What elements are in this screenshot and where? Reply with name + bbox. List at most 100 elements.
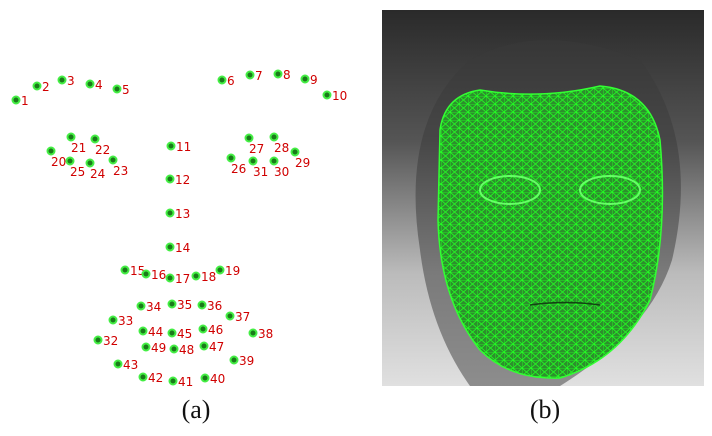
landmark-point — [168, 143, 175, 150]
landmark-point — [114, 86, 121, 93]
landmark-label: 49 — [151, 341, 166, 355]
landmark-point — [202, 375, 209, 382]
landmark-point — [167, 275, 174, 282]
landmark-label: 31 — [253, 165, 268, 179]
landmark-label: 43 — [123, 358, 138, 372]
landmark-point — [247, 72, 254, 79]
landmark-label: 13 — [175, 207, 190, 221]
landmark-point — [122, 267, 129, 274]
landmark-point — [140, 374, 147, 381]
landmark-label: 5 — [122, 83, 130, 97]
landmark-point — [87, 81, 94, 88]
landmark-point — [92, 136, 99, 143]
landmark-point — [246, 135, 253, 142]
landmark-point — [143, 344, 150, 351]
landmark-label: 33 — [118, 314, 133, 328]
landmark-label: 12 — [175, 173, 190, 187]
landmark-point — [219, 77, 226, 84]
landmark-label: 47 — [209, 340, 224, 354]
landmark-label: 44 — [148, 325, 163, 339]
landmark-label: 3 — [67, 74, 75, 88]
landmark-point — [59, 77, 66, 84]
landmark-label: 10 — [332, 89, 347, 103]
caption: (a) — [182, 395, 211, 424]
landmark-point — [193, 273, 200, 280]
landmark-label: 14 — [175, 241, 190, 255]
landmark-point — [271, 158, 278, 165]
landmark-point — [170, 378, 177, 385]
landmark-point — [48, 148, 55, 155]
landmark-label: 21 — [71, 141, 86, 155]
landmark-point — [115, 361, 122, 368]
landmark-label: 36 — [207, 299, 222, 313]
landmark-point — [143, 271, 150, 278]
landmark-label: 27 — [249, 142, 264, 156]
landmark-point — [87, 160, 94, 167]
landmark-point — [201, 343, 208, 350]
landmark-point — [250, 330, 257, 337]
landmark-point — [13, 97, 20, 104]
landmark-point — [34, 83, 41, 90]
landmark-point — [250, 158, 257, 165]
landmark-point — [167, 176, 174, 183]
landmark-label: 20 — [51, 155, 66, 169]
landmark-point — [302, 76, 309, 83]
landmark-point — [110, 157, 117, 164]
landmark-label: 48 — [179, 343, 194, 357]
landmark-label: 34 — [146, 300, 161, 314]
landmark-label: 37 — [235, 310, 250, 324]
landmark-label: 32 — [103, 334, 118, 348]
landmark-label: 2 — [42, 80, 50, 94]
landmark-point — [110, 317, 117, 324]
landmark-label: 9 — [310, 73, 318, 87]
landmark-point — [231, 357, 238, 364]
landmark-point — [217, 267, 224, 274]
landmark-label: 7 — [255, 69, 263, 83]
landmark-label: 29 — [295, 156, 310, 170]
caption: (b) — [530, 395, 560, 424]
landmark-label: 24 — [90, 167, 105, 181]
landmark-label: 16 — [151, 268, 166, 282]
landmark-label: 28 — [274, 141, 289, 155]
landmark-point — [228, 155, 235, 162]
landmark-label: 46 — [208, 323, 223, 337]
landmark-point — [292, 149, 299, 156]
landmark-point — [227, 313, 234, 320]
landmark-point — [68, 134, 75, 141]
landmark-point — [275, 71, 282, 78]
landmark-label: 42 — [148, 371, 163, 385]
landmark-point — [169, 301, 176, 308]
landmark-point — [271, 134, 278, 141]
figure: 1234567891011121314151617181920212223242… — [0, 0, 712, 436]
landmark-point — [167, 210, 174, 217]
landmark-label: 35 — [177, 298, 192, 312]
landmark-point — [199, 302, 206, 309]
landmark-label: 1 — [21, 94, 29, 108]
mesh-panel — [382, 10, 704, 386]
landmark-label: 38 — [258, 327, 273, 341]
landmark-point — [171, 346, 178, 353]
landmark-label: 45 — [177, 327, 192, 341]
landmark-point — [140, 328, 147, 335]
landmark-label: 19 — [225, 264, 240, 278]
landmark-point — [95, 337, 102, 344]
landmark-point — [169, 330, 176, 337]
landmark-label: 41 — [178, 375, 193, 389]
landmark-panel: 1234567891011121314151617181920212223242… — [13, 68, 348, 389]
landmark-label: 17 — [175, 272, 190, 286]
landmark-point — [67, 158, 74, 165]
landmark-label: 30 — [274, 165, 289, 179]
landmark-label: 6 — [227, 74, 235, 88]
landmark-label: 8 — [283, 68, 291, 82]
landmark-point — [200, 326, 207, 333]
landmark-label: 26 — [231, 162, 246, 176]
landmark-point — [324, 92, 331, 99]
landmark-point — [167, 244, 174, 251]
landmark-label: 4 — [95, 78, 103, 92]
landmark-label: 25 — [70, 165, 85, 179]
landmark-label: 40 — [210, 372, 225, 386]
landmark-label: 11 — [176, 140, 191, 154]
landmark-point — [138, 303, 145, 310]
landmark-label: 39 — [239, 354, 254, 368]
landmark-label: 23 — [113, 164, 128, 178]
